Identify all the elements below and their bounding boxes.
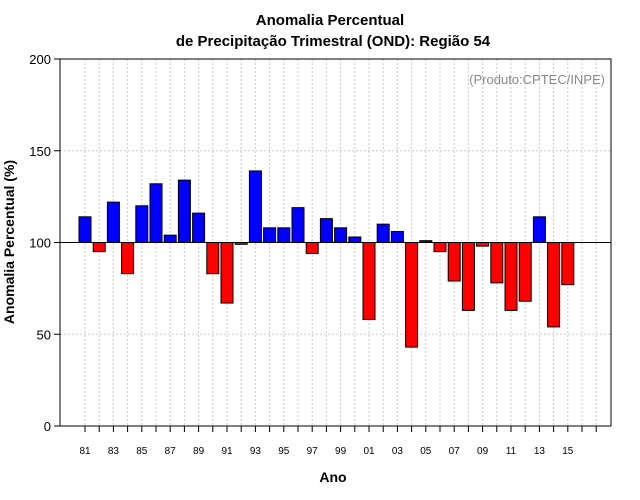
x-tick-label: 11 — [506, 446, 517, 457]
x-tick-label: 13 — [534, 446, 546, 457]
x-tick-label: 99 — [335, 446, 347, 457]
y-axis-title: Anomalia Percentual (%) — [1, 160, 17, 324]
bar-2011 — [504, 242, 518, 311]
bar-1987 — [163, 234, 177, 244]
bar-1993 — [248, 170, 262, 243]
y-tick-label: 50 — [37, 327, 51, 342]
bar-1989 — [192, 212, 206, 243]
x-tick-label: 85 — [136, 446, 148, 457]
bar-1996 — [291, 207, 305, 243]
x-tick-label: 09 — [477, 446, 489, 457]
bar-1991 — [220, 242, 234, 304]
bar-1981 — [78, 216, 92, 243]
source-annotation: (Produto:CPTEC/INPE) — [469, 72, 605, 87]
bar-2003 — [390, 230, 404, 244]
y-tick-label: 200 — [29, 52, 51, 67]
chart-title-line2: de Precipitação Trimestral (OND): Região… — [176, 33, 491, 50]
bar-2010 — [490, 242, 504, 284]
x-tick-label: 07 — [449, 446, 461, 457]
x-tick-label: 97 — [307, 446, 319, 457]
bar-2004 — [405, 242, 419, 348]
x-tick-label: 03 — [392, 446, 404, 457]
chart-title-line1: Anomalia Percentual — [256, 12, 404, 29]
x-axis: 81 83 85 87 89 91 93 95 97 99 01 03 05 07 09 11 13 15 — [79, 426, 597, 457]
x-axis-title: Ano — [319, 469, 346, 485]
bar-1994 — [263, 227, 277, 244]
x-tick-label: 89 — [193, 446, 205, 457]
bar-2005 — [419, 240, 433, 243]
bar-1986 — [149, 183, 163, 243]
bar-2008 — [461, 242, 475, 311]
bar-1985 — [135, 205, 149, 244]
bar-1995 — [277, 227, 291, 244]
bars — [78, 170, 575, 348]
bar-2015 — [561, 242, 575, 286]
grid — [60, 59, 611, 426]
x-tick-label: 83 — [108, 446, 120, 457]
bar-1999 — [334, 227, 348, 244]
bar-1983 — [106, 201, 120, 244]
x-tick-label: 15 — [562, 446, 574, 457]
x-tick-label: 01 — [363, 446, 375, 457]
bar-2012 — [518, 242, 532, 302]
x-tick-label: 95 — [278, 446, 290, 457]
bar-1984 — [121, 242, 135, 275]
x-tick-label: 87 — [165, 446, 177, 457]
bar-2007 — [447, 242, 461, 282]
bar-2000 — [348, 236, 362, 243]
y-tick-label: 0 — [44, 419, 51, 434]
bar-1992 — [234, 242, 248, 245]
y-tick-label: 150 — [29, 144, 51, 159]
bar-2009 — [476, 242, 490, 247]
y-axis: 0 50 100 150 200 — [29, 52, 60, 434]
bar-2002 — [376, 223, 390, 243]
x-tick-label: 91 — [221, 446, 233, 457]
bar-2013 — [532, 216, 546, 243]
bar-1982 — [92, 242, 106, 253]
bar-1988 — [177, 179, 191, 243]
bar-1997 — [305, 242, 319, 255]
bar-2014 — [547, 242, 561, 328]
bar-2001 — [362, 242, 376, 321]
bar-1990 — [206, 242, 220, 275]
y-tick-label: 100 — [29, 236, 51, 251]
bar-2006 — [433, 242, 447, 253]
x-tick-label: 05 — [420, 446, 432, 457]
x-tick-label: 81 — [79, 446, 91, 457]
bar-1998 — [319, 218, 333, 244]
x-tick-label: 93 — [250, 446, 262, 457]
